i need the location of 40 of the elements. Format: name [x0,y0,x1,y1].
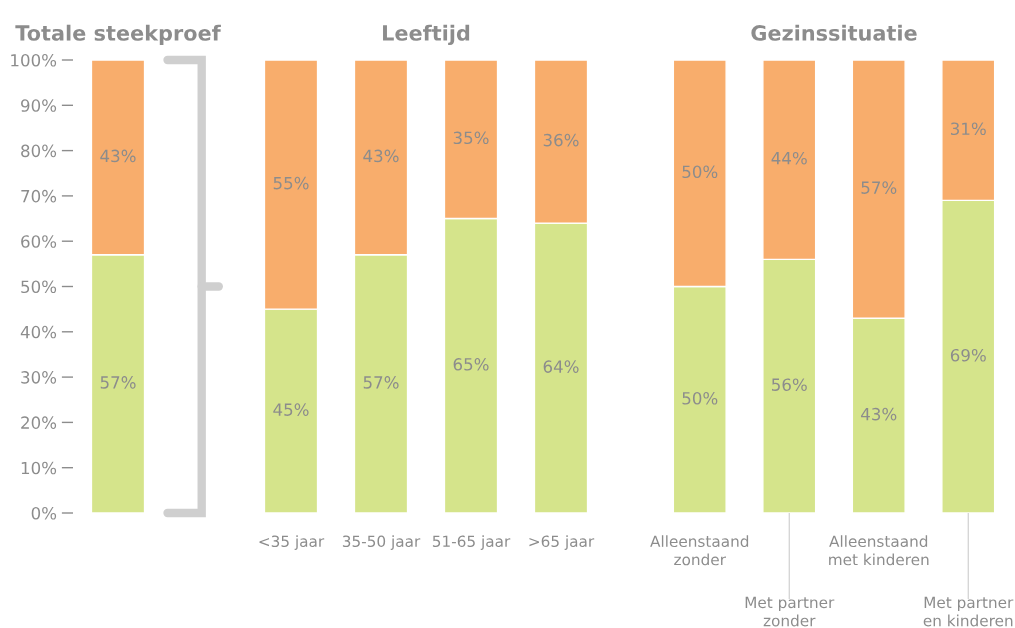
data-label: 43% [363,149,399,163]
y-tick-label: 40% [20,325,57,339]
x-tick-label: Alleenstaand zonder [650,535,749,566]
chart-title: Totale steekproef [15,24,221,45]
data-label: 35% [453,131,489,145]
x-tick-label: 35-50 jaar [342,535,421,551]
x-tick-label: Alleenstaand met kinderen [829,535,929,566]
x-tick-label: <35 jaar [259,535,325,551]
y-tick-label: 90% [21,99,57,112]
y-tick-label: 60% [21,235,57,248]
data-label: 31% [951,122,986,136]
data-label: 55% [273,176,309,190]
data-label: 36% [543,133,579,147]
data-label: 43% [100,149,136,163]
x-tick-label: Met partner zonder [745,596,835,627]
chart-title: Gezinssituatie [751,24,917,41]
y-tick-label: 80% [21,144,57,158]
data-label: 50% [682,391,718,405]
data-label: 45% [273,403,309,416]
x-tick-label: Met partner en kinderen [923,596,1014,627]
data-label: 50% [682,165,718,179]
y-tick-label: 70% [21,189,57,203]
y-tick-label: 10% [21,461,57,475]
y-tick-label: 0% [31,506,57,520]
y-tick-label: 30% [21,371,57,384]
data-label: 69% [950,348,986,362]
y-tick-label: 20% [21,416,57,429]
y-tick-label: 50% [21,280,57,294]
data-label: 44% [771,151,807,165]
data-label: 57% [100,376,136,389]
x-tick-label: 51-65 jaar [432,535,511,551]
data-label: 56% [772,378,807,391]
data-label: 57% [363,376,399,389]
data-label: 64% [543,360,579,373]
x-tick-label: >65 jaar [529,535,595,551]
y-tick-label: 100% [11,53,57,67]
data-label: 43% [861,407,897,421]
chart-title: Leeftijd [383,24,470,46]
data-label: 57% [861,181,897,194]
data-label: 65% [453,358,489,371]
